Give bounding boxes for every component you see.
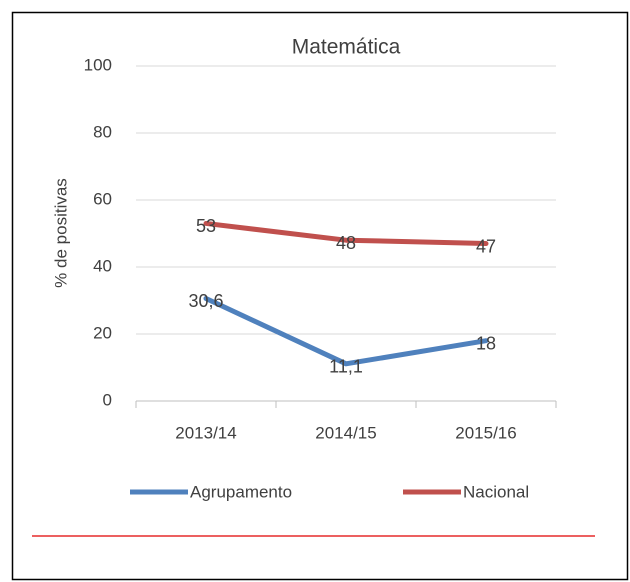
x-tick-label: 2014/15	[315, 423, 376, 442]
chart-title: Matemática	[292, 36, 401, 59]
series-line	[203, 295, 489, 367]
y-tick-label: 100	[84, 55, 112, 74]
y-tick-label: 40	[93, 256, 112, 275]
data-label: 53	[196, 216, 216, 236]
x-tick-label: 2013/14	[175, 423, 236, 442]
legend-label: Agrupamento	[190, 482, 292, 501]
data-label: 11,1	[329, 357, 363, 377]
x-tick-label: 2015/16	[455, 423, 516, 442]
y-axis-label: % de positivas	[51, 178, 70, 288]
data-label: 30,6	[188, 291, 223, 311]
y-tick-label: 80	[93, 122, 112, 141]
y-tick-label: 20	[93, 323, 112, 342]
data-label: 18	[476, 333, 496, 353]
data-label: 47	[476, 236, 496, 256]
y-tick-label: 0	[103, 390, 112, 409]
legend-label: Nacional	[463, 482, 529, 501]
series-line	[203, 220, 489, 247]
frame	[11, 11, 629, 581]
data-label: 48	[336, 233, 356, 253]
y-tick-label: 60	[93, 189, 112, 208]
